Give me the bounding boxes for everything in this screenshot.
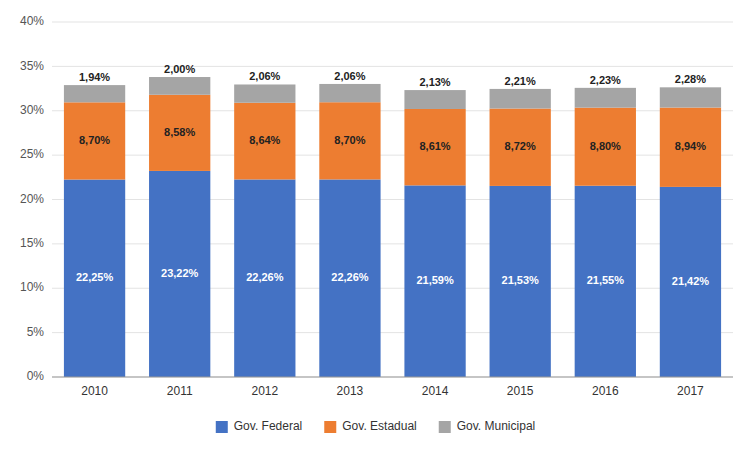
bar-segment <box>575 88 636 108</box>
data-label: 2,28% <box>675 73 706 85</box>
data-label: 21,59% <box>416 274 454 286</box>
data-label: 8,61% <box>419 140 450 152</box>
y-tick-label: 25% <box>20 147 44 161</box>
data-label: 22,26% <box>246 271 284 283</box>
y-tick-label: 20% <box>20 192 44 206</box>
x-tick-label: 2010 <box>81 384 108 398</box>
data-label: 8,70% <box>79 134 110 146</box>
bar-segment <box>660 187 721 377</box>
bar-segment <box>319 179 380 377</box>
bar-segment <box>404 90 465 109</box>
data-label: 2,23% <box>590 74 621 86</box>
bar-segment <box>404 109 465 185</box>
bar-segment <box>660 108 721 187</box>
data-label: 21,42% <box>672 275 710 287</box>
bar-segment <box>319 84 380 102</box>
bar-segment <box>490 109 551 186</box>
data-label: 2,21% <box>505 75 536 87</box>
y-tick-label: 10% <box>20 280 44 294</box>
legend-swatch <box>324 421 336 433</box>
x-tick-label: 2012 <box>251 384 278 398</box>
data-label: 8,64% <box>249 134 280 146</box>
x-tick-label: 2013 <box>337 384 364 398</box>
bar-segment <box>149 77 210 95</box>
bars <box>64 77 721 377</box>
data-label: 1,94% <box>79 71 110 83</box>
data-label: 21,53% <box>502 274 540 286</box>
y-axis: 0% 5% 10% 15% 20% 25% 30% 35% 40% <box>20 14 44 383</box>
grid-line <box>52 22 733 23</box>
y-tick-label: 35% <box>20 59 44 73</box>
legend-label: Gov. Estadual <box>342 419 416 433</box>
legend-item: Gov. Municipal <box>439 419 535 433</box>
bar-segment <box>234 179 295 377</box>
legend-label: Gov. Municipal <box>457 419 535 433</box>
legend-label: Gov. Federal <box>234 419 302 433</box>
x-tick-label: 2016 <box>592 384 619 398</box>
bar-segment <box>234 84 295 102</box>
data-label: 2,00% <box>164 63 195 75</box>
bar-segment <box>319 102 380 179</box>
grid-line <box>52 377 733 378</box>
bar-segment <box>64 180 125 377</box>
bar-segment <box>149 95 210 171</box>
data-label: 8,80% <box>590 140 621 152</box>
legend-item: Gov. Federal <box>216 419 302 433</box>
bar-segment <box>660 87 721 107</box>
x-tick-label: 2017 <box>677 384 704 398</box>
y-tick-label: 15% <box>20 236 44 250</box>
data-label: 22,25% <box>76 271 114 283</box>
bar-segment <box>234 103 295 180</box>
bar-segment <box>64 102 125 179</box>
data-labels: 22,25% 23,22% 22,26% 22,26% 21,59% 21,53% 21,5… <box>76 63 709 287</box>
grid <box>52 22 733 377</box>
chart: 0%5%10%15%20%25%30%35%40%22,25%23,22%22,… <box>0 0 751 451</box>
y-tick-label: 0% <box>27 369 45 383</box>
bar-segment <box>64 85 125 102</box>
y-tick-label: 40% <box>20 14 44 28</box>
data-label: 8,70% <box>334 134 365 146</box>
bar-segment <box>149 171 210 377</box>
x-tick-label: 2014 <box>422 384 449 398</box>
data-label: 22,26% <box>331 271 369 283</box>
legend: Gov. Federal Gov. Estadual Gov. Municipal <box>216 419 535 433</box>
data-label: 21,55% <box>587 274 625 286</box>
bar-segment <box>490 89 551 109</box>
grid-line <box>52 66 733 67</box>
data-label: 8,94% <box>675 140 706 152</box>
x-axis-line <box>52 377 733 378</box>
legend-swatch <box>439 421 451 433</box>
y-tick-label: 5% <box>27 325 45 339</box>
bar-segment <box>490 186 551 377</box>
x-tick-label: 2011 <box>167 384 193 398</box>
legend-item: Gov. Estadual <box>324 419 416 433</box>
bar-segment <box>404 185 465 377</box>
data-label: 2,13% <box>419 76 450 88</box>
data-label: 2,06% <box>249 70 280 82</box>
data-label: 8,72% <box>505 140 536 152</box>
x-axis: 2010 2011 2012 2013 2014 2015 2016 2017 <box>52 377 733 398</box>
y-tick-label: 30% <box>20 103 44 117</box>
data-label: 8,58% <box>164 126 195 138</box>
data-label: 2,06% <box>334 70 365 82</box>
data-label: 23,22% <box>161 267 199 279</box>
x-tick-label: 2015 <box>507 384 534 398</box>
bar-segment <box>575 186 636 377</box>
legend-swatch <box>216 421 228 433</box>
bar-segment <box>575 108 636 186</box>
